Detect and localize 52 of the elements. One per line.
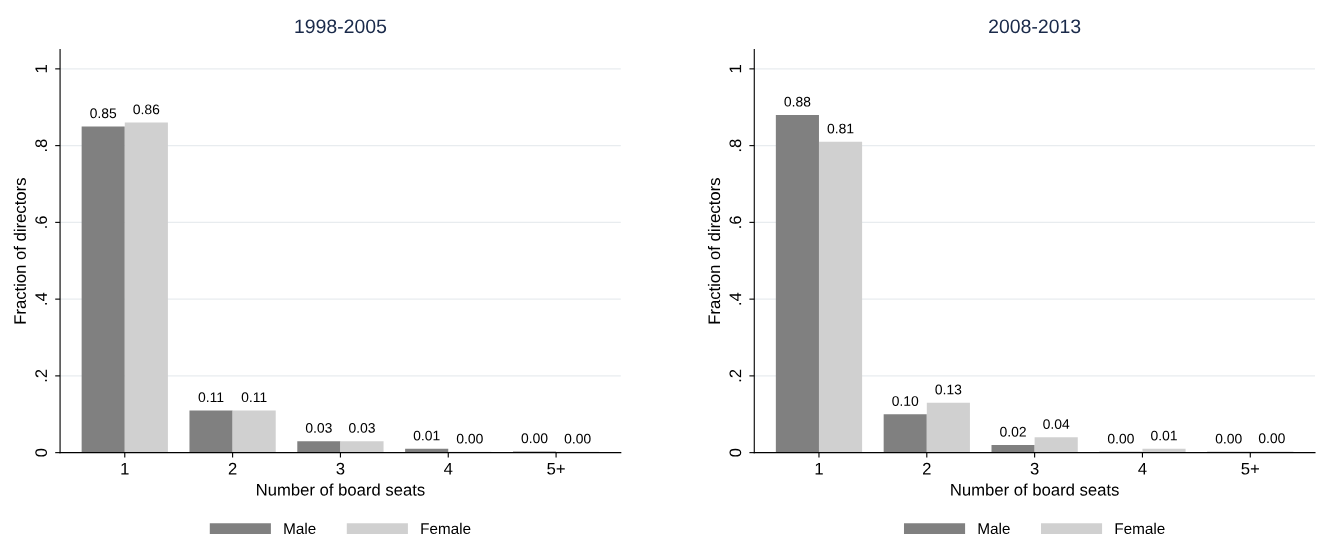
data-label: 0.03 (349, 422, 375, 433)
data-label: 0.13 (935, 384, 962, 395)
data-label: 0.00 (456, 433, 483, 444)
x-tick-label: 5+ (547, 462, 565, 475)
x-axis-title: Number of board seats (951, 483, 1119, 496)
data-label: 0.85 (90, 108, 117, 119)
data-label: 0.02 (1000, 426, 1026, 437)
data-label: 0.10 (892, 396, 919, 406)
y-tick-label: 0 (729, 448, 742, 457)
x-tick-label: 2 (228, 462, 237, 475)
data-label: 0.11 (198, 392, 224, 403)
legend-label: Male (284, 522, 316, 535)
x-tick-label: 3 (1030, 462, 1039, 475)
x-tick-label: 1 (815, 462, 823, 475)
data-label: 0.81 (827, 123, 854, 134)
data-label: 0.00 (1258, 433, 1285, 444)
x-axis-title: Number of board seats (257, 483, 425, 496)
y-tick-label: .6 (35, 216, 48, 228)
chart-title: 1998-2005 (295, 19, 387, 34)
data-label: 0.00 (521, 433, 548, 444)
data-label: 0.88 (784, 96, 811, 107)
y-tick-label: 1 (729, 65, 742, 73)
data-label: 0.00 (1215, 433, 1242, 444)
data-label: 0.01 (413, 430, 440, 441)
x-tick-label: 3 (336, 462, 345, 475)
y-tick-label: .8 (729, 139, 742, 152)
y-tick-label: .6 (729, 216, 742, 228)
legend-label: Male (978, 522, 1010, 535)
chart-title: 2008-2013 (989, 19, 1081, 34)
y-tick-label: .8 (35, 139, 48, 152)
x-tick-label: 2 (923, 462, 931, 475)
legend-label: Female (1115, 522, 1165, 535)
data-label: 0.03 (305, 422, 332, 433)
data-label: 0.86 (133, 104, 160, 115)
y-tick-label: 1 (35, 65, 47, 73)
x-tick-label: 4 (444, 462, 453, 475)
data-label: 0.00 (564, 433, 591, 444)
y-axis-title: Fraction of directors (13, 178, 26, 324)
x-tick-label: 1 (121, 462, 129, 475)
y-tick-label: 0 (35, 448, 48, 457)
data-label: 0.01 (1151, 430, 1177, 441)
y-tick-label: .2 (729, 369, 742, 382)
x-tick-label: 4 (1138, 462, 1147, 475)
y-axis-title: Fraction of directors (707, 178, 721, 324)
legend-label: Female (421, 522, 471, 535)
data-label: 0.00 (1107, 433, 1134, 444)
y-tick-label: .4 (729, 292, 742, 305)
x-tick-label: 5+ (1241, 462, 1259, 475)
data-label: 0.11 (241, 392, 267, 403)
y-tick-label: .4 (35, 292, 47, 305)
data-label: 0.04 (1043, 419, 1070, 429)
y-tick-label: .2 (35, 369, 47, 382)
